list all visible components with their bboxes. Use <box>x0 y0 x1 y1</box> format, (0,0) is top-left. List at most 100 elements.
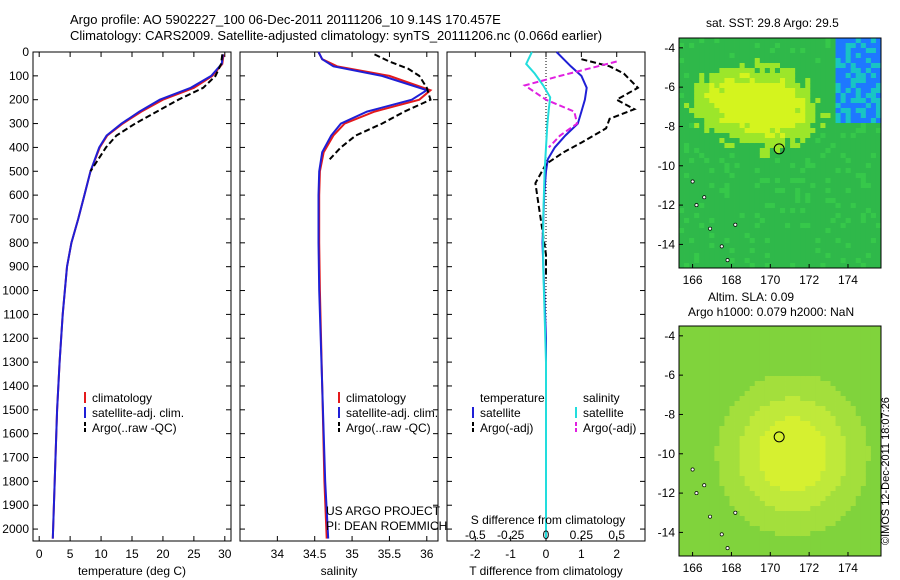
heatmap-cell <box>805 346 811 352</box>
heatmap-cell <box>785 63 791 69</box>
heatmap-cell <box>739 258 746 264</box>
heatmap-cell <box>860 168 867 174</box>
heatmap-cell <box>749 506 756 512</box>
heatmap-cell <box>875 531 882 537</box>
heatmap-cell <box>795 391 801 397</box>
heatmap-cell <box>754 446 761 452</box>
heatmap-cell <box>825 346 831 352</box>
heatmap-cell <box>759 326 766 332</box>
heatmap-cell <box>825 446 831 452</box>
heatmap-cell <box>780 208 786 214</box>
heatmap-cell <box>830 98 836 104</box>
heatmap-cell <box>714 426 720 432</box>
heatmap-cell <box>865 326 872 332</box>
map-x-tick-label: 168 <box>721 273 741 287</box>
heatmap-cell <box>815 411 821 417</box>
heatmap-cell <box>724 88 730 94</box>
heatmap-cell <box>795 446 801 452</box>
heatmap-cell <box>774 451 781 457</box>
heatmap-cell <box>679 371 685 377</box>
heatmap-cell <box>679 436 685 442</box>
heatmap-cell <box>759 471 766 477</box>
heatmap-cell <box>694 173 700 179</box>
heatmap-cell <box>875 456 882 462</box>
heatmap-cell <box>694 541 700 547</box>
heatmap-cell <box>860 341 867 347</box>
heatmap-cell <box>845 426 852 432</box>
heatmap-cell <box>749 158 756 164</box>
heatmap-cell <box>865 58 872 64</box>
heatmap-cell <box>790 63 796 69</box>
heatmap-cell <box>785 536 791 542</box>
heatmap-cell <box>729 208 735 214</box>
heatmap-cell <box>795 93 801 99</box>
heatmap-cell <box>744 93 751 99</box>
heatmap-cell <box>835 421 841 427</box>
heatmap-cell <box>739 381 746 387</box>
heatmap-cell <box>749 223 756 229</box>
heatmap-cell <box>724 421 730 427</box>
heatmap-cell <box>860 43 867 49</box>
heatmap-cell <box>729 148 735 154</box>
heatmap-cell <box>825 541 831 547</box>
heatmap-cell <box>724 213 730 219</box>
heatmap-cell <box>780 546 786 552</box>
heatmap-cell <box>850 88 857 94</box>
island-mark <box>690 179 695 184</box>
heatmap-cell <box>860 426 867 432</box>
heatmap-cell <box>845 38 852 44</box>
heatmap-cell <box>870 356 877 362</box>
heatmap-cell <box>790 203 796 209</box>
heatmap-cell <box>764 158 771 164</box>
heatmap-cell <box>774 43 781 49</box>
heatmap-cell <box>795 263 801 269</box>
heatmap-cell <box>835 326 841 332</box>
heatmap-cell <box>699 406 705 412</box>
heatmap-cell <box>709 546 715 552</box>
heatmap-cell <box>805 496 811 502</box>
heatmap-cell <box>704 38 710 44</box>
heatmap-cell <box>850 406 857 412</box>
heatmap-cell <box>709 341 715 347</box>
heatmap-cell <box>790 331 796 337</box>
heatmap-cell <box>795 183 801 189</box>
heatmap-cell <box>850 441 857 447</box>
heatmap-cell <box>855 48 862 54</box>
heatmap-cell <box>865 446 872 452</box>
heatmap-cell <box>774 531 781 537</box>
heatmap-cell <box>699 208 705 214</box>
heatmap-cell <box>734 218 740 224</box>
heatmap-cell <box>825 441 831 447</box>
heatmap-cell <box>790 516 796 522</box>
heatmap-cell <box>780 476 786 482</box>
heatmap-cell <box>684 521 690 527</box>
heatmap-cell <box>825 421 831 427</box>
heatmap-cell <box>855 123 862 129</box>
heatmap-cell <box>780 326 786 332</box>
heatmap-cell <box>850 471 857 477</box>
heatmap-cell <box>689 193 695 199</box>
heatmap-cell <box>830 223 836 229</box>
heatmap-cell <box>694 243 700 249</box>
heatmap-cell <box>774 461 781 467</box>
heatmap-cell <box>759 173 766 179</box>
heatmap-cell <box>815 48 821 54</box>
heatmap-cell <box>785 193 791 199</box>
heatmap-cell <box>855 248 862 254</box>
heatmap-cell <box>734 183 740 189</box>
heatmap-cell <box>764 386 771 392</box>
heatmap-cell <box>845 406 852 412</box>
heatmap-cell <box>734 491 740 497</box>
heatmap-cell <box>860 421 867 427</box>
heatmap-cell <box>790 466 796 472</box>
x-tick-label-salinity: 0 <box>543 528 550 542</box>
heatmap-cell <box>704 486 710 492</box>
heatmap-cell <box>744 421 751 427</box>
heatmap-cell <box>709 551 715 557</box>
heatmap-cell <box>684 98 690 104</box>
heatmap-cell <box>694 326 700 332</box>
heatmap-cell <box>850 466 857 472</box>
heatmap-cell <box>699 163 705 169</box>
heatmap-cell <box>855 238 862 244</box>
heatmap-cell <box>855 381 862 387</box>
